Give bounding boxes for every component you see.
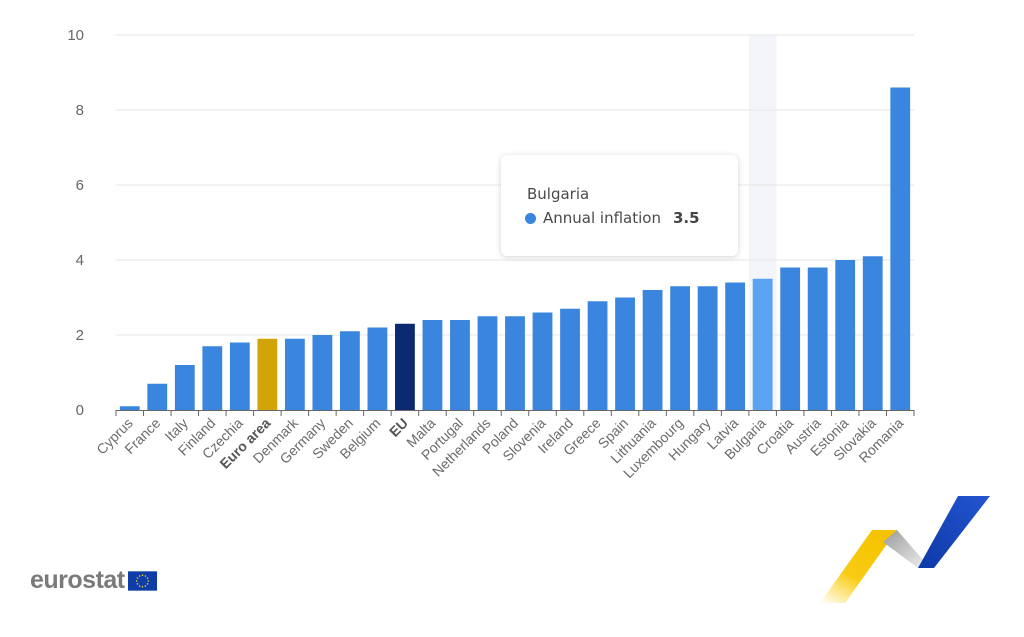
y-axis-ticks: 0 2 4 6 8 10 [67,27,84,419]
y-tick-label: 10 [67,27,84,44]
tooltip-series-label: Annual inflation [543,209,661,227]
bar-germany[interactable] [312,335,333,410]
bar-eu[interactable] [395,323,415,410]
eurostat-logo: eurostat [30,566,157,595]
y-tick-label: 8 [76,102,84,119]
flag-star [146,582,148,585]
bar-malta[interactable] [422,320,443,410]
bar-portugal[interactable] [450,320,470,410]
bar-sweden[interactable] [339,331,360,410]
bar-romania[interactable] [890,87,911,411]
bar-croatia[interactable] [780,267,801,411]
flag-star [146,576,148,579]
y-tick-label: 6 [76,177,84,194]
bar-cyprus[interactable] [119,406,140,410]
bar-estonia[interactable] [835,260,856,410]
ribbon-decoration-icon [820,496,990,603]
bar-hungary[interactable] [697,286,718,410]
flag-star [138,584,141,587]
bar-belgium[interactable] [367,327,388,411]
bar-slovenia[interactable] [532,312,553,411]
bar-slovakia[interactable] [862,256,883,410]
bar-netherlands[interactable] [477,316,498,410]
tooltip-value: 3.5 [672,209,700,227]
logo-text: eurostat [30,566,125,594]
flag-star [135,579,138,582]
tooltip-title: Bulgaria [527,185,590,203]
bar-italy[interactable] [174,365,195,410]
bar-ireland[interactable] [560,308,580,410]
bar-austria[interactable] [807,267,828,411]
bar-lithuania[interactable] [642,290,663,410]
bar-france[interactable] [147,383,168,410]
tooltip: Bulgaria Annual inflation 3.5 [501,155,738,256]
y-tick-label: 4 [76,252,84,269]
flag-star [141,585,143,588]
bar-euro-area[interactable] [257,338,278,410]
flag-star [147,579,149,582]
flag-star [144,574,146,577]
y-tick-label: 2 [76,327,84,344]
eu-flag-icon [127,570,157,591]
y-tick-label: 0 [76,402,84,419]
tooltip-row: Annual inflation 3.5 [525,209,700,227]
bar-czechia[interactable] [229,342,250,411]
bar-poland[interactable] [505,316,525,410]
bars [119,87,911,411]
bar-denmark[interactable] [284,338,305,410]
flag-star [136,576,138,579]
flag-star [144,584,146,587]
bar-greece[interactable] [587,301,608,410]
bar-luxembourg[interactable] [670,286,691,410]
flag-star [141,573,143,576]
x-axis [115,410,915,416]
flag-star [138,574,141,577]
bar-spain[interactable] [615,297,635,411]
bar-bulgaria[interactable] [752,278,773,410]
flag-star [136,582,138,585]
bar-latvia[interactable] [725,282,746,411]
series-dot-icon [525,212,536,224]
bar-finland[interactable] [202,346,223,410]
